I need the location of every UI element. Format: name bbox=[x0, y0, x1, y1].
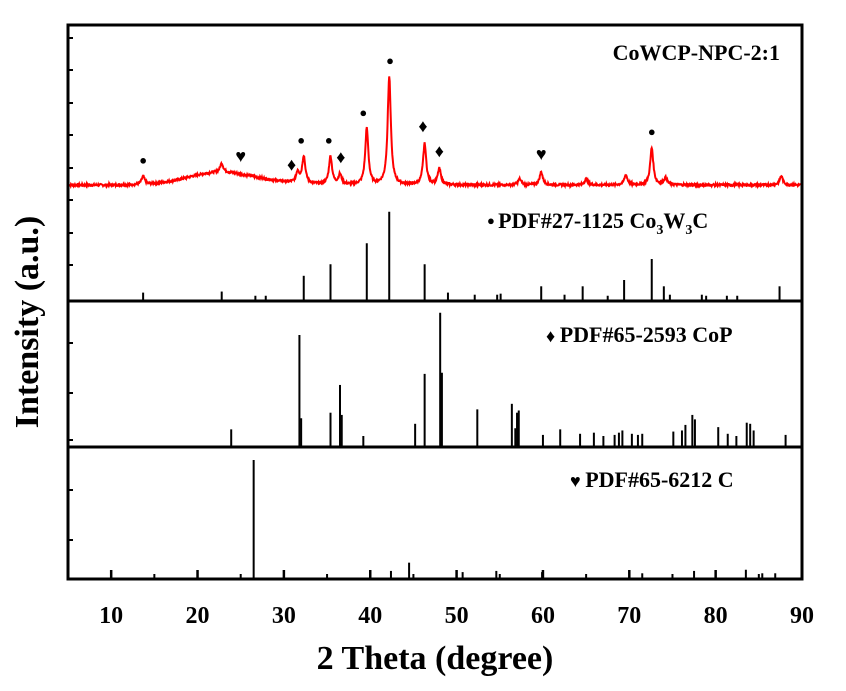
peak-marker: ● bbox=[359, 105, 367, 120]
peak-marker: ♥ bbox=[235, 146, 246, 166]
peak-marker: ● bbox=[386, 53, 394, 68]
peak-marker: ● bbox=[648, 124, 656, 139]
peak-marker: ♥ bbox=[536, 144, 547, 164]
data-layer bbox=[68, 76, 802, 578]
x-tick-label: 90 bbox=[790, 603, 814, 629]
x-tick-label: 70 bbox=[617, 603, 641, 629]
x-tick-label: 30 bbox=[272, 603, 296, 629]
peak-marker: ● bbox=[325, 133, 333, 148]
measured-pattern-line bbox=[68, 76, 802, 190]
peak-marker: ● bbox=[297, 132, 305, 147]
reference-label-co3w3c: ● PDF#27-1125 Co3W3C bbox=[487, 208, 708, 238]
y-axis-label: Intensity (a.u.) bbox=[9, 216, 46, 429]
peak-marker: ♦ bbox=[435, 141, 444, 161]
text-layer: 10 20 30 40 50 60 70 80 90● ♥ ♦● ●♦●●♦♦ ♥●CoWCP-NPC-… bbox=[99, 40, 814, 629]
peak-marker: ♦ bbox=[287, 155, 296, 175]
peak-marker: ♦ bbox=[418, 116, 427, 136]
x-tick-label: 40 bbox=[358, 603, 382, 629]
x-tick-label: 10 bbox=[99, 603, 123, 629]
frame-layer bbox=[66, 23, 804, 581]
x-axis-label: 2 Theta (degree) bbox=[317, 640, 554, 677]
peak-marker: ♦ bbox=[336, 147, 345, 167]
x-tick-label: 50 bbox=[445, 603, 469, 629]
measured-label: CoWCP-NPC-2:1 bbox=[613, 40, 780, 65]
x-tick-label: 80 bbox=[704, 603, 728, 629]
axes-layer bbox=[67, 37, 804, 579]
reference-label-cop: ♦ PDF#65-2593 CoP bbox=[546, 322, 733, 347]
reference-label-c: ♥ PDF#65-6212 C bbox=[570, 467, 734, 492]
x-tick-label: 20 bbox=[186, 603, 210, 629]
x-tick-label: 60 bbox=[531, 603, 555, 629]
peak-marker: ● bbox=[139, 152, 147, 167]
